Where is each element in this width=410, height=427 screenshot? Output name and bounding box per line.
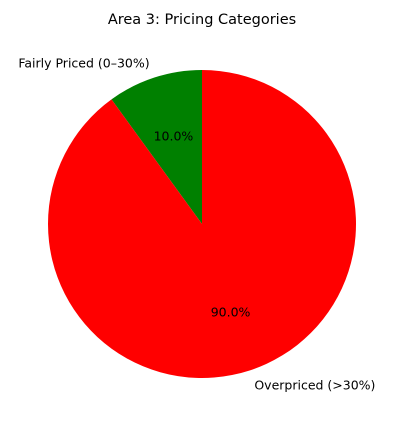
pie-labels: 10.0% Fairly Priced (0–30%) 90.0% Overprice… [18, 55, 375, 392]
pie-slice [48, 70, 357, 378]
pie-slice [111, 70, 202, 224]
slice-category-label: Overpriced (>30%) [254, 378, 375, 393]
pie-slices [48, 70, 357, 378]
slice-percent-label: 10.0% [154, 129, 194, 144]
chart-title: Area 3: Pricing Categories [108, 12, 296, 28]
slice-category-label: Fairly Priced (0–30%) [18, 55, 149, 70]
slice-percent-label: 90.0% [211, 304, 251, 319]
